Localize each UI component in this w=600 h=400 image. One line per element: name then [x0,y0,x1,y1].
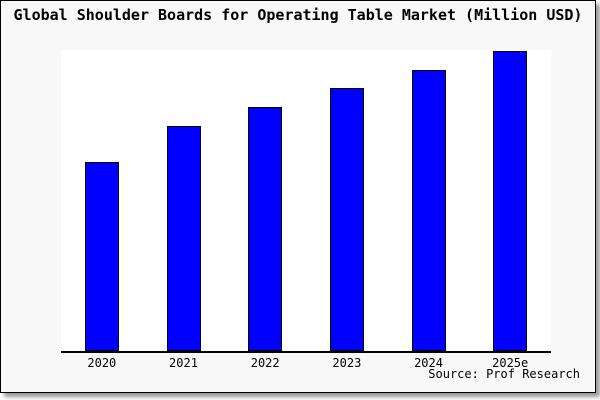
bar-slot [61,50,143,351]
bar-2021 [166,125,201,351]
x-axis-label-2023: 2023 [332,356,362,370]
bar-slot [224,50,306,351]
bar-2025e [493,50,528,351]
bar-slot [306,50,388,351]
x-axis-label-2025e: 2025e [492,356,529,370]
bar-slot [388,50,470,351]
chart-title: Global Shoulder Boards for Operating Tab… [13,6,583,24]
plot-area [61,50,551,353]
bar-2022 [248,106,283,351]
x-axis-label-2021: 2021 [169,356,198,370]
bar-slot [469,50,551,351]
bar-2023 [329,87,364,351]
chart-card: Global Shoulder Boards for Operating Tab… [0,0,596,393]
x-axis-labels: 2020 2021 2022 2023 2024 2025e [61,356,551,370]
x-axis-label-2020: 2020 [87,356,117,370]
bar-slot [143,50,225,351]
source-text: Source: Prof Research [428,367,580,381]
bar-2024 [411,69,446,351]
x-axis-label-2022: 2022 [250,356,280,370]
bar-2020 [84,162,119,351]
x-axis-label-2024: 2024 [414,356,443,370]
